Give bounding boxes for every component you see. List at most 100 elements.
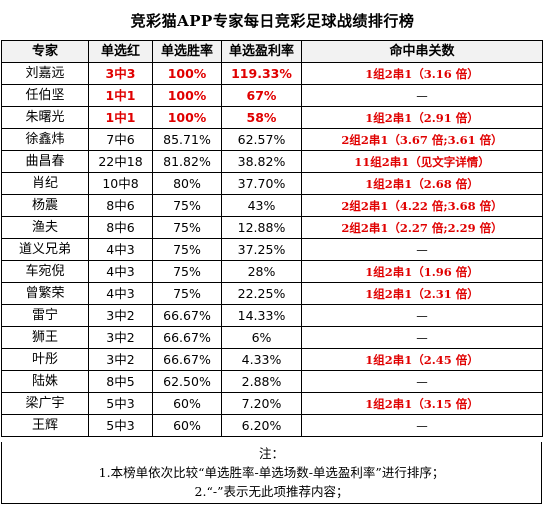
single-winrate: 85.71% bbox=[152, 128, 222, 151]
header-single-profit: 单选盈利率 bbox=[221, 40, 302, 63]
combo-hits: 2组2串1（4.22 倍;3.68 倍） bbox=[301, 194, 543, 217]
single-profit: 37.70% bbox=[221, 172, 302, 195]
page-title: 竞彩猫APP专家每日竞彩足球战绩排行榜 bbox=[130, 11, 415, 30]
table-row: 任伯坚 1中1 100% 67% — bbox=[1, 84, 543, 107]
single-winrate: 75% bbox=[152, 282, 222, 305]
single-winrate: 75% bbox=[152, 260, 222, 283]
table-row: 徐鑫炜 7中6 85.71% 62.57% 2组2串1（3.67 倍;3.61 倍） bbox=[1, 128, 543, 151]
table-row: 杨震 8中6 75% 43% 2组2串1（4.22 倍;3.68 倍） bbox=[1, 194, 543, 217]
single-winrate: 66.67% bbox=[152, 326, 222, 349]
single-profit: 14.33% bbox=[221, 304, 302, 327]
combo-hits: 1组2串1（1.96 倍） bbox=[301, 260, 543, 283]
expert-name: 朱曙光 bbox=[1, 106, 89, 129]
combo-hits: — bbox=[301, 84, 543, 107]
header-combo-hits: 命中串关数 bbox=[301, 40, 543, 63]
single-winrate: 60% bbox=[152, 414, 222, 437]
notes-section: 注： 1.本榜单依次比较“单选胜率-单选场数-单选盈利率”进行排序； 2.“-”… bbox=[1, 442, 542, 504]
single-hits: 7中6 bbox=[88, 128, 153, 151]
single-winrate: 100% bbox=[152, 62, 222, 85]
single-profit: 28% bbox=[221, 260, 302, 283]
single-profit: 2.88% bbox=[221, 370, 302, 393]
single-hits: 1中1 bbox=[88, 106, 153, 129]
expert-name: 梁广宇 bbox=[1, 392, 89, 415]
table-row: 刘嘉远 3中3 100% 119.33% 1组2串1（3.16 倍） bbox=[1, 62, 543, 85]
expert-name: 渔夫 bbox=[1, 216, 89, 239]
single-hits: 4中3 bbox=[88, 238, 153, 261]
single-hits: 8中5 bbox=[88, 370, 153, 393]
single-winrate: 80% bbox=[152, 172, 222, 195]
single-profit: 4.33% bbox=[221, 348, 302, 371]
single-profit: 6.20% bbox=[221, 414, 302, 437]
expert-name: 肖纪 bbox=[1, 172, 89, 195]
table-row: 肖纪 10中8 80% 37.70% 1组2串1（2.68 倍） bbox=[1, 172, 543, 195]
single-hits: 5中3 bbox=[88, 414, 153, 437]
single-winrate: 66.67% bbox=[152, 304, 222, 327]
single-winrate: 62.50% bbox=[152, 370, 222, 393]
expert-name: 徐鑫炜 bbox=[1, 128, 89, 151]
single-profit: 12.88% bbox=[221, 216, 302, 239]
table-row: 道义兄弟 4中3 75% 37.25% — bbox=[1, 238, 543, 261]
table-row: 梁广宇 5中3 60% 7.20% 1组2串1（3.15 倍） bbox=[1, 392, 543, 415]
single-winrate: 75% bbox=[152, 216, 222, 239]
single-hits: 5中3 bbox=[88, 392, 153, 415]
table-row: 朱曙光 1中1 100% 58% 1组2串1（2.91 倍） bbox=[1, 106, 543, 129]
table-row: 雷宁 3中2 66.67% 14.33% — bbox=[1, 304, 543, 327]
single-profit: 119.33% bbox=[221, 62, 302, 85]
expert-name: 曲昌春 bbox=[1, 150, 89, 173]
single-hits: 3中2 bbox=[88, 304, 153, 327]
combo-hits: — bbox=[301, 326, 543, 349]
combo-hits: — bbox=[301, 304, 543, 327]
single-winrate: 75% bbox=[152, 238, 222, 261]
combo-hits: 1组2串1（2.45 倍） bbox=[301, 348, 543, 371]
table-row: 陆姝 8中5 62.50% 2.88% — bbox=[1, 370, 543, 393]
notes-heading: 注： bbox=[258, 446, 284, 461]
combo-hits: 1组2串1（3.15 倍） bbox=[301, 392, 543, 415]
expert-name: 陆姝 bbox=[1, 370, 89, 393]
single-hits: 8中6 bbox=[88, 194, 153, 217]
combo-hits: 2组2串1（3.67 倍;3.61 倍） bbox=[301, 128, 543, 151]
header-expert: 专家 bbox=[1, 40, 89, 63]
expert-name: 道义兄弟 bbox=[1, 238, 89, 261]
single-winrate: 66.67% bbox=[152, 348, 222, 371]
expert-name: 车宛倪 bbox=[1, 260, 89, 283]
single-hits: 4中3 bbox=[88, 260, 153, 283]
expert-name: 曾繁荣 bbox=[1, 282, 89, 305]
single-hits: 3中2 bbox=[88, 348, 153, 371]
combo-hits: 1组2串1（2.31 倍） bbox=[301, 282, 543, 305]
single-hits: 22中18 bbox=[88, 150, 153, 173]
table-header-row: 专家 单选红 单选胜率 单选盈利率 命中串关数 bbox=[1, 40, 543, 63]
single-profit: 38.82% bbox=[221, 150, 302, 173]
combo-hits: 11组2串1（见文字详情） bbox=[301, 150, 543, 173]
table-row: 狮王 3中2 66.67% 6% — bbox=[1, 326, 543, 349]
expert-name: 任伯坚 bbox=[1, 84, 89, 107]
single-winrate: 100% bbox=[152, 106, 222, 129]
single-profit: 43% bbox=[221, 194, 302, 217]
notes-line-2: 2.“-”表示无此项推荐内容； bbox=[194, 484, 349, 499]
combo-hits: 1组2串1（2.91 倍） bbox=[301, 106, 543, 129]
combo-hits: 1组2串1（2.68 倍） bbox=[301, 172, 543, 195]
expert-name: 狮王 bbox=[1, 326, 89, 349]
single-hits: 3中2 bbox=[88, 326, 153, 349]
combo-hits: — bbox=[301, 238, 543, 261]
single-hits: 1中1 bbox=[88, 84, 153, 107]
table-row: 王辉 5中3 60% 6.20% — bbox=[1, 414, 543, 437]
single-profit: 62.57% bbox=[221, 128, 302, 151]
single-winrate: 60% bbox=[152, 392, 222, 415]
table-row: 车宛倪 4中3 75% 28% 1组2串1（1.96 倍） bbox=[1, 260, 543, 283]
expert-name: 刘嘉远 bbox=[1, 62, 89, 85]
ranking-table: 专家 单选红 单选胜率 单选盈利率 命中串关数 刘嘉远 3中3 100% 119.33… bbox=[1, 40, 543, 437]
single-profit: 58% bbox=[221, 106, 302, 129]
combo-hits: 1组2串1（3.16 倍） bbox=[301, 62, 543, 85]
table-row: 叶彤 3中2 66.67% 4.33% 1组2串1（2.45 倍） bbox=[1, 348, 543, 371]
single-hits: 8中6 bbox=[88, 216, 153, 239]
expert-name: 叶彤 bbox=[1, 348, 89, 371]
combo-hits: — bbox=[301, 370, 543, 393]
combo-hits: — bbox=[301, 414, 543, 437]
single-winrate: 100% bbox=[152, 84, 222, 107]
header-single-winrate: 单选胜率 bbox=[152, 40, 222, 63]
single-profit: 37.25% bbox=[221, 238, 302, 261]
expert-name: 雷宁 bbox=[1, 304, 89, 327]
expert-name: 杨震 bbox=[1, 194, 89, 217]
expert-name: 王辉 bbox=[1, 414, 89, 437]
